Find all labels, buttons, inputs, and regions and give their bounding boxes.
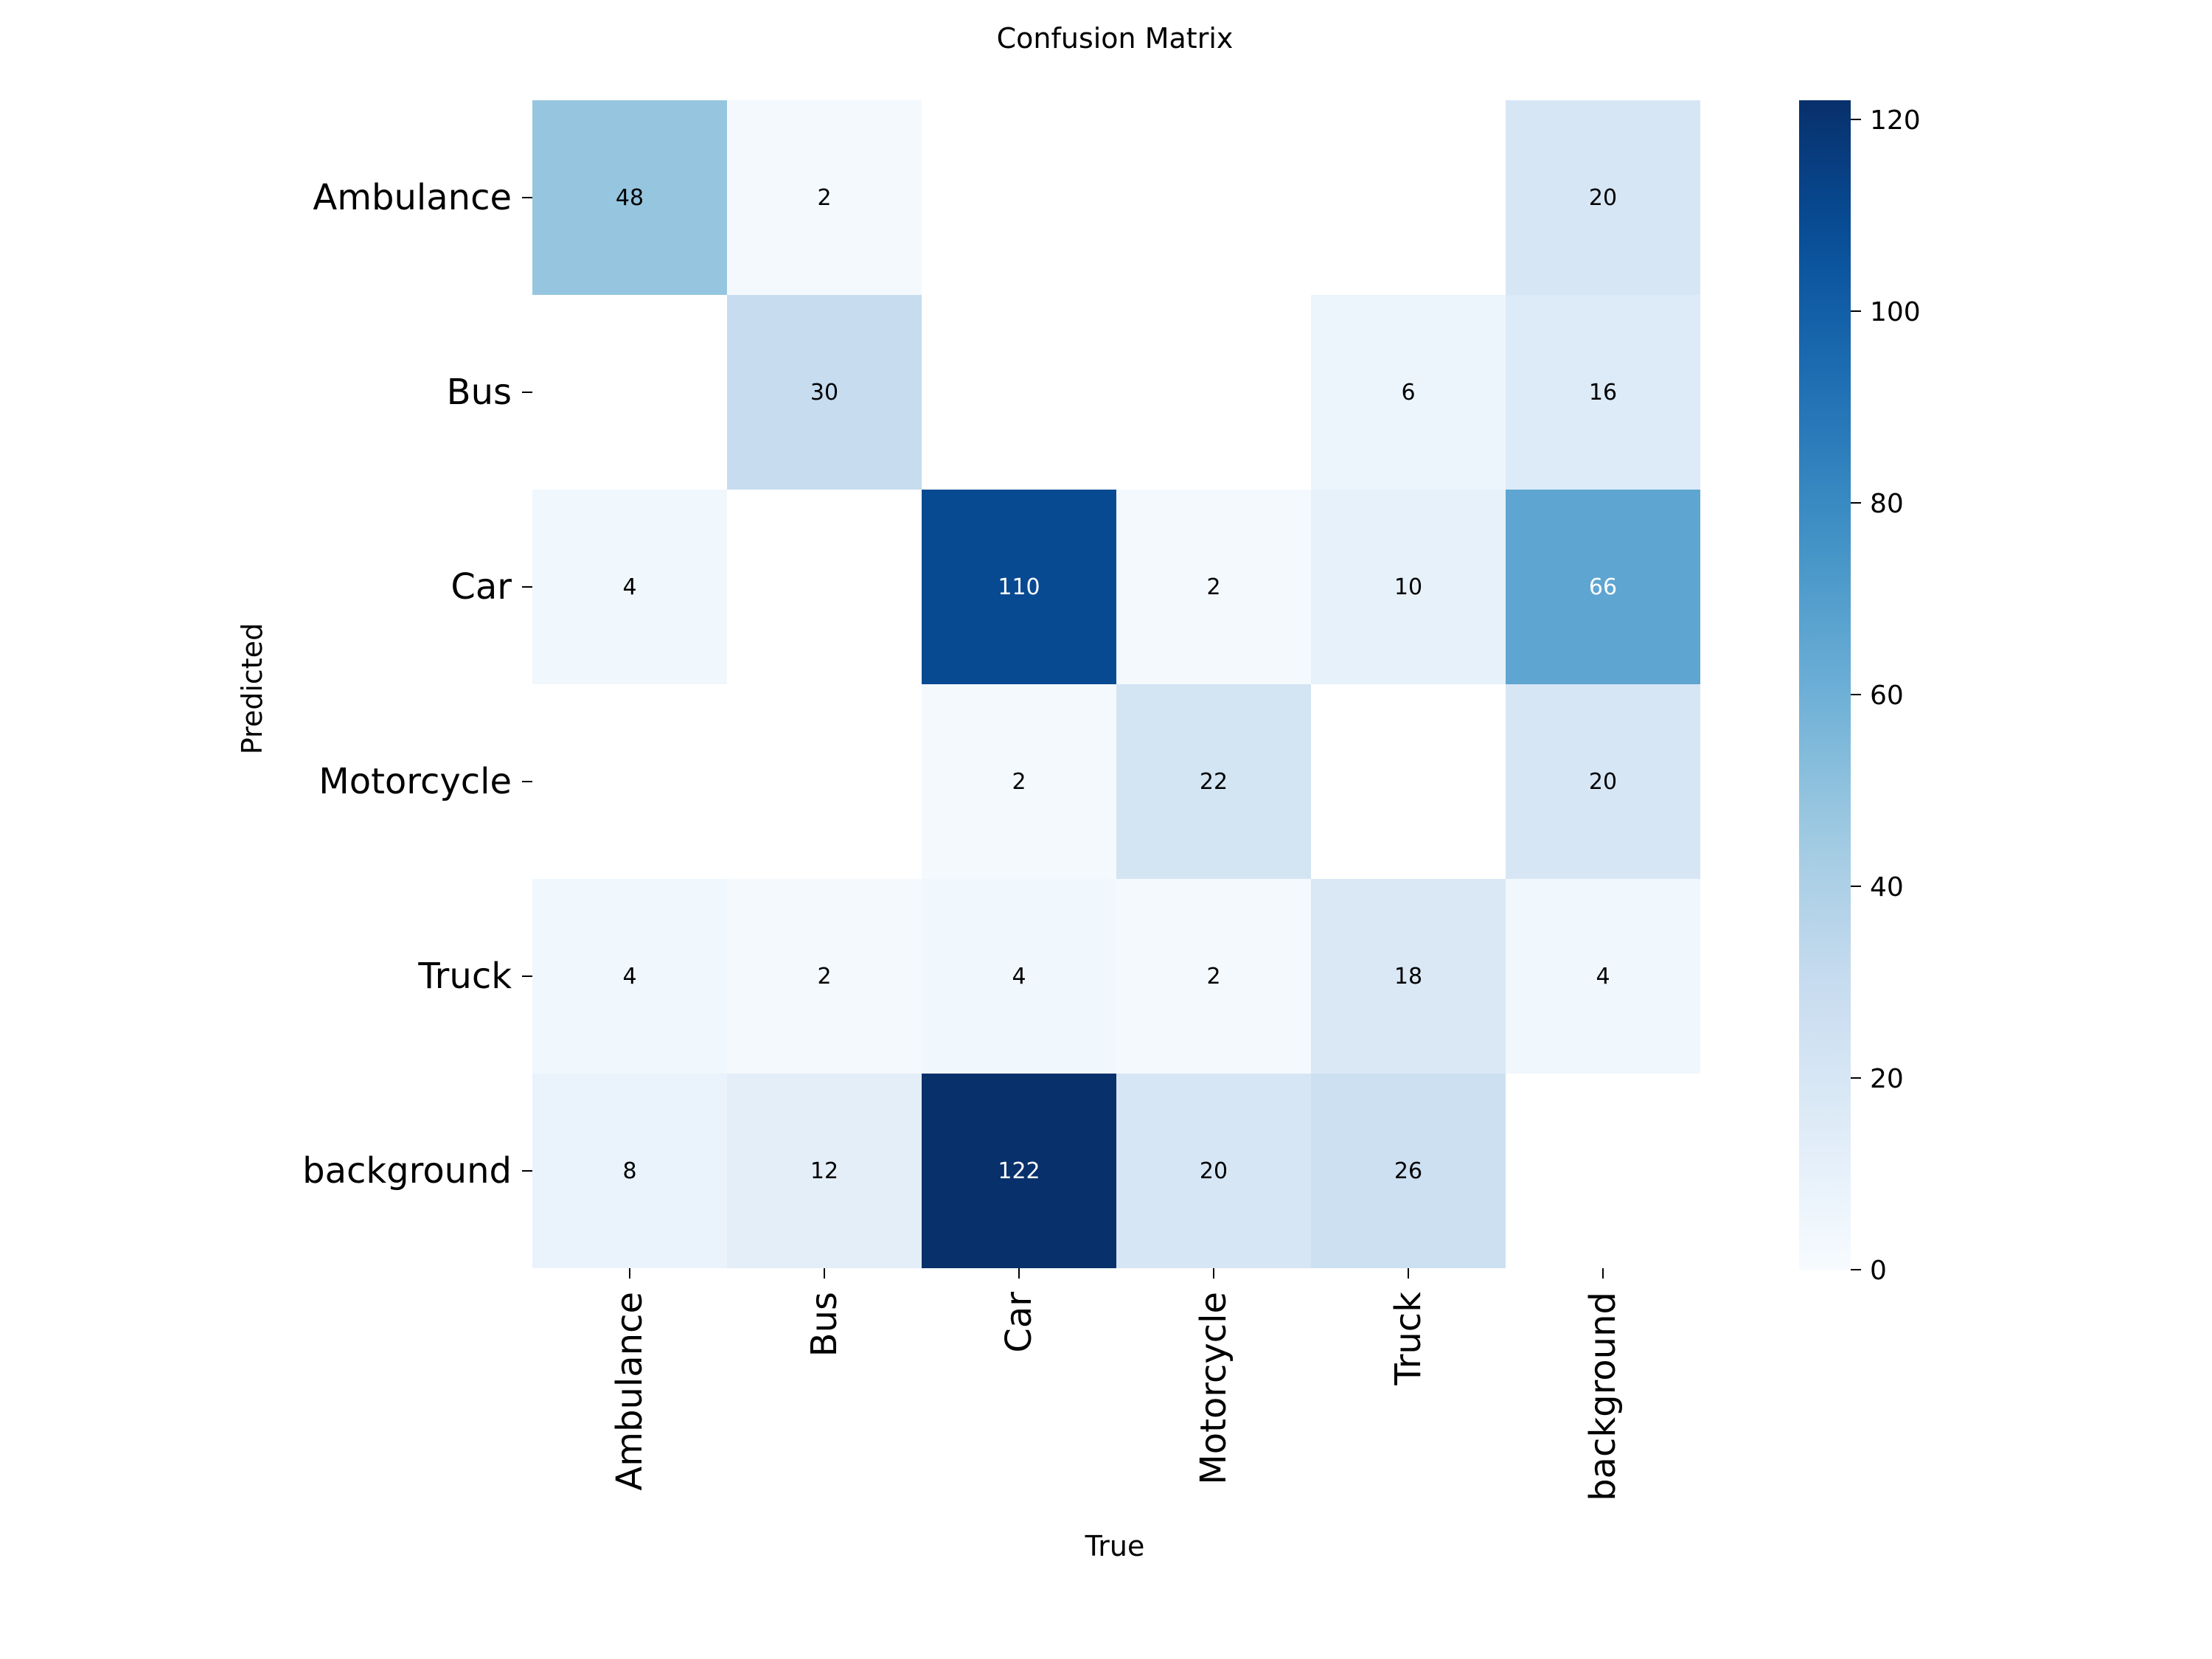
heatmap-cell bbox=[1506, 100, 1700, 295]
colorbar-tick-label: 40 bbox=[1870, 872, 1904, 902]
heatmap-cell bbox=[922, 490, 1116, 684]
heatmap-cell bbox=[922, 1074, 1116, 1268]
colorbar-tick-label: 100 bbox=[1870, 297, 1921, 327]
cell-value-label: 2 bbox=[1206, 574, 1220, 600]
cell-value-label: 4 bbox=[622, 964, 636, 990]
colorbar-tick-label: 20 bbox=[1870, 1064, 1904, 1094]
heatmap-cell bbox=[1116, 490, 1311, 684]
x-tick-label: Truck bbox=[1388, 1292, 1429, 1386]
x-axis-label: True bbox=[1085, 1530, 1145, 1562]
heatmap-cell bbox=[1116, 1074, 1311, 1268]
cell-value-label: 2 bbox=[817, 185, 831, 211]
colorbar-tick-label: 0 bbox=[1870, 1256, 1887, 1286]
heatmap-cell bbox=[1116, 879, 1311, 1074]
heatmap-cell bbox=[532, 879, 727, 1074]
colorbar-gradient bbox=[1799, 100, 1851, 1270]
heatmap-cell bbox=[532, 1074, 727, 1268]
x-tick-label: background bbox=[1582, 1292, 1624, 1501]
cell-value-label: 12 bbox=[810, 1158, 838, 1184]
y-tick-label: Ambulance bbox=[313, 177, 512, 218]
y-tick-label: background bbox=[302, 1150, 512, 1192]
x-tick-label: Bus bbox=[804, 1292, 845, 1357]
heatmap-cell bbox=[1506, 684, 1700, 879]
colorbar-tick-label: 120 bbox=[1870, 105, 1921, 136]
heatmap-cell bbox=[1311, 879, 1506, 1074]
heatmap-cell bbox=[922, 879, 1116, 1074]
heatmap-cell bbox=[532, 100, 727, 295]
cell-value-label: 16 bbox=[1589, 380, 1617, 406]
x-tick-label: Motorcycle bbox=[1193, 1292, 1234, 1485]
cell-value-label: 22 bbox=[1200, 769, 1228, 795]
cell-value-label: 110 bbox=[998, 574, 1040, 600]
colorbar-tick-label: 60 bbox=[1870, 681, 1904, 711]
heatmap-cell bbox=[1506, 490, 1700, 684]
cell-value-label: 26 bbox=[1394, 1158, 1422, 1184]
cell-value-label: 122 bbox=[998, 1158, 1040, 1184]
cell-value-label: 4 bbox=[1012, 964, 1026, 990]
heatmap-cell bbox=[1506, 879, 1700, 1074]
cell-value-label: 30 bbox=[810, 380, 838, 406]
chart-title: Confusion Matrix bbox=[997, 22, 1234, 55]
cell-value-label: 2 bbox=[817, 964, 831, 990]
cell-value-label: 6 bbox=[1401, 380, 1415, 406]
y-tick-label: Car bbox=[451, 566, 512, 608]
heatmap-cell bbox=[727, 879, 922, 1074]
cell-value-label: 20 bbox=[1589, 185, 1617, 211]
heatmap-cell bbox=[727, 100, 922, 295]
colorbar-tick-label: 80 bbox=[1870, 489, 1904, 519]
heatmap-cell bbox=[922, 684, 1116, 879]
cell-value-label: 4 bbox=[622, 574, 636, 600]
colorbar: 0 20 40 60 80 100 120 bbox=[1799, 100, 1921, 1286]
y-axis-label: Predicted bbox=[236, 623, 268, 754]
cell-value-label: 8 bbox=[622, 1158, 636, 1184]
heatmap-cell bbox=[1506, 295, 1700, 490]
heatmap-cell bbox=[1311, 490, 1506, 684]
cell-value-label: 20 bbox=[1589, 769, 1617, 795]
y-tick-label: Bus bbox=[447, 372, 512, 413]
cell-value-label: 2 bbox=[1012, 769, 1026, 795]
cell-value-label: 4 bbox=[1596, 964, 1610, 990]
heatmap-cell bbox=[727, 295, 922, 490]
y-tick-label: Motorcycle bbox=[319, 761, 512, 802]
cell-value-label: 2 bbox=[1206, 964, 1220, 990]
cell-value-label: 48 bbox=[616, 185, 644, 211]
heatmap-cell bbox=[727, 1074, 922, 1268]
x-tick-label: Ambulance bbox=[609, 1292, 650, 1491]
cell-value-label: 20 bbox=[1200, 1158, 1228, 1184]
heatmap-cell bbox=[532, 490, 727, 684]
y-tick-label: Truck bbox=[417, 956, 512, 997]
x-axis-ticks: Ambulance Bus Car Motorcycle Truck background bbox=[609, 1268, 1624, 1501]
cell-value-label: 10 bbox=[1394, 574, 1422, 600]
y-axis-ticks: Ambulance Bus Car Motorcycle Truck background bbox=[302, 177, 532, 1192]
heatmap-cell bbox=[1116, 684, 1311, 879]
x-tick-label: Car bbox=[998, 1292, 1040, 1353]
cell-value-label: 18 bbox=[1394, 964, 1422, 990]
cell-value-label: 66 bbox=[1589, 574, 1617, 600]
heatmap-cell bbox=[1311, 295, 1506, 490]
heatmap-cell bbox=[1311, 1074, 1506, 1268]
